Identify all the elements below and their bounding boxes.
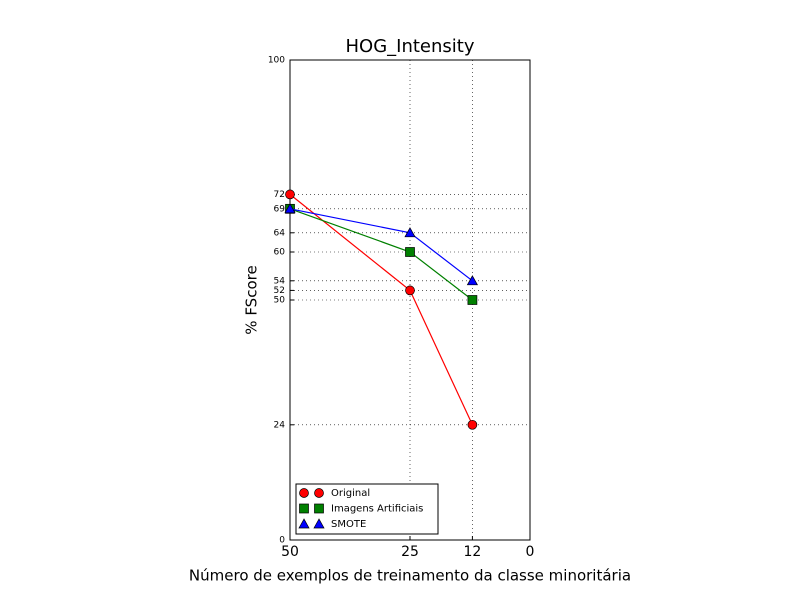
marker: [298, 518, 310, 529]
x-tick-label: 12: [463, 544, 481, 560]
y-tick-label: 100: [268, 56, 285, 66]
legend-label: SMOTE: [331, 519, 366, 530]
y-tick-label: 24: [274, 420, 286, 430]
legend-label: Imagens Artificiais: [331, 504, 423, 515]
marker: [299, 503, 309, 514]
marker: [313, 518, 325, 529]
marker: [314, 503, 324, 514]
marker: [466, 275, 478, 286]
x-tick-label: 0: [526, 544, 535, 560]
y-tick-label: 52: [274, 286, 285, 296]
marker: [314, 488, 324, 498]
y-tick-label: 50: [274, 296, 286, 306]
legend-label: Original: [331, 488, 370, 499]
x-tick-label: 25: [401, 544, 419, 560]
marker: [299, 488, 309, 498]
y-tick-label: 54: [274, 276, 286, 286]
y-tick-label: 64: [274, 228, 286, 238]
y-tick-label: 60: [274, 248, 286, 258]
plot-frame: [289, 59, 531, 541]
marker: [405, 247, 415, 257]
y-tick-label: 69: [274, 204, 286, 214]
marker: [284, 203, 296, 214]
y-tick-label: 72: [274, 190, 285, 200]
x-axis-label: Número de exemplos de treinamento da cla…: [189, 567, 631, 585]
marker: [405, 285, 415, 296]
legend: Original Imagens Artificiais SMOTE: [295, 483, 439, 535]
marker: [285, 189, 295, 200]
marker: [467, 295, 478, 305]
marker: [467, 419, 478, 430]
x-tick-label: 50: [281, 544, 299, 560]
chart-title: HOG_Intensity: [346, 36, 475, 57]
marker: [404, 227, 416, 238]
y-tick-label: 0: [279, 536, 285, 546]
y-axis-label: % FScore: [243, 265, 261, 334]
